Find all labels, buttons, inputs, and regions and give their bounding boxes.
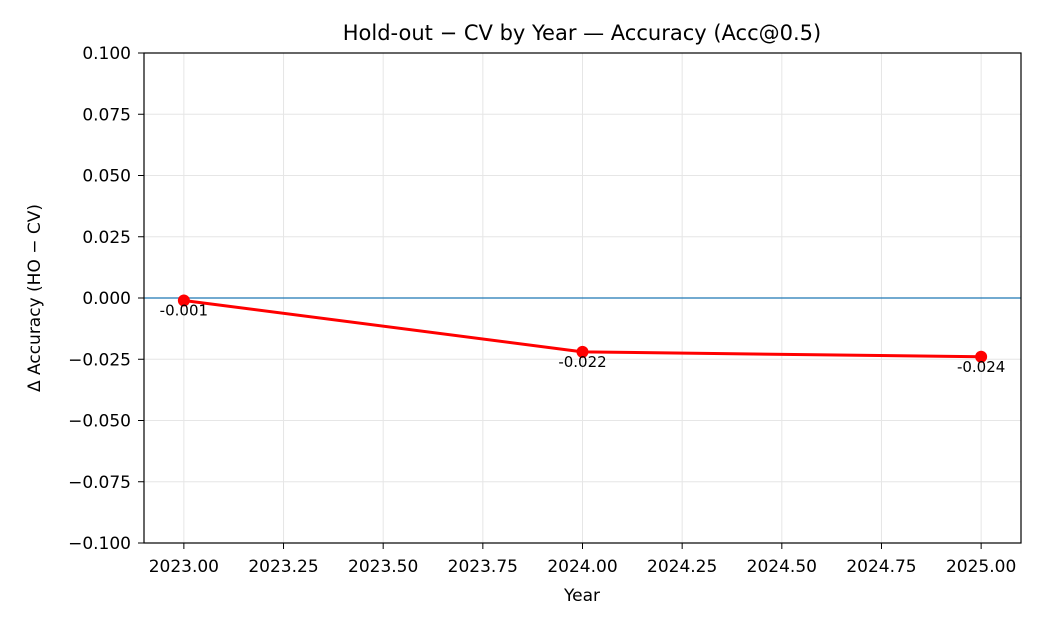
x-tick-label: 2023.75 bbox=[448, 557, 518, 577]
y-tick-label: 0.050 bbox=[82, 167, 131, 187]
y-tick-label: −0.050 bbox=[68, 412, 131, 432]
x-tick-label: 2024.25 bbox=[647, 557, 717, 577]
y-tick-label: −0.100 bbox=[68, 534, 131, 554]
series-layer: -0.001 -0.022 -0.024 bbox=[160, 294, 1005, 376]
data-point bbox=[975, 350, 988, 363]
x-tick-label: 2023.25 bbox=[248, 557, 318, 577]
y-tick-label: 0.100 bbox=[82, 44, 131, 64]
y-tick-label: 0.075 bbox=[82, 105, 131, 125]
x-tick-label: 2024.50 bbox=[747, 557, 817, 577]
data-point bbox=[177, 294, 190, 307]
x-tick-label: 2023.50 bbox=[348, 557, 418, 577]
data-label: -0.001 bbox=[160, 301, 208, 319]
y-axis: 0.100 0.075 0.050 0.025 0.000 −0.025 −0.050 −0.… bbox=[68, 44, 144, 554]
y-axis-title: Δ Accuracy (HO − CV) bbox=[25, 204, 45, 392]
x-tick-label: 2024.00 bbox=[547, 557, 617, 577]
y-tick-label: 0.000 bbox=[82, 289, 131, 309]
x-axis-title: Year bbox=[563, 586, 600, 606]
x-tick-label: 2024.75 bbox=[846, 557, 916, 577]
data-label: -0.024 bbox=[957, 358, 1005, 376]
data-point bbox=[576, 345, 589, 358]
x-axis: 2023.00 2023.25 2023.50 2023.75 2024.00 2024.… bbox=[149, 543, 1016, 577]
data-label: -0.022 bbox=[558, 353, 606, 371]
x-tick-label: 2023.00 bbox=[149, 557, 219, 577]
x-tick-label: 2025.00 bbox=[946, 557, 1016, 577]
y-tick-label: −0.075 bbox=[68, 473, 131, 493]
y-tick-label: −0.025 bbox=[68, 350, 131, 370]
y-tick-label: 0.025 bbox=[82, 228, 131, 248]
chart-title: Hold-out − CV by Year — Accuracy (Acc@0.… bbox=[343, 21, 821, 45]
